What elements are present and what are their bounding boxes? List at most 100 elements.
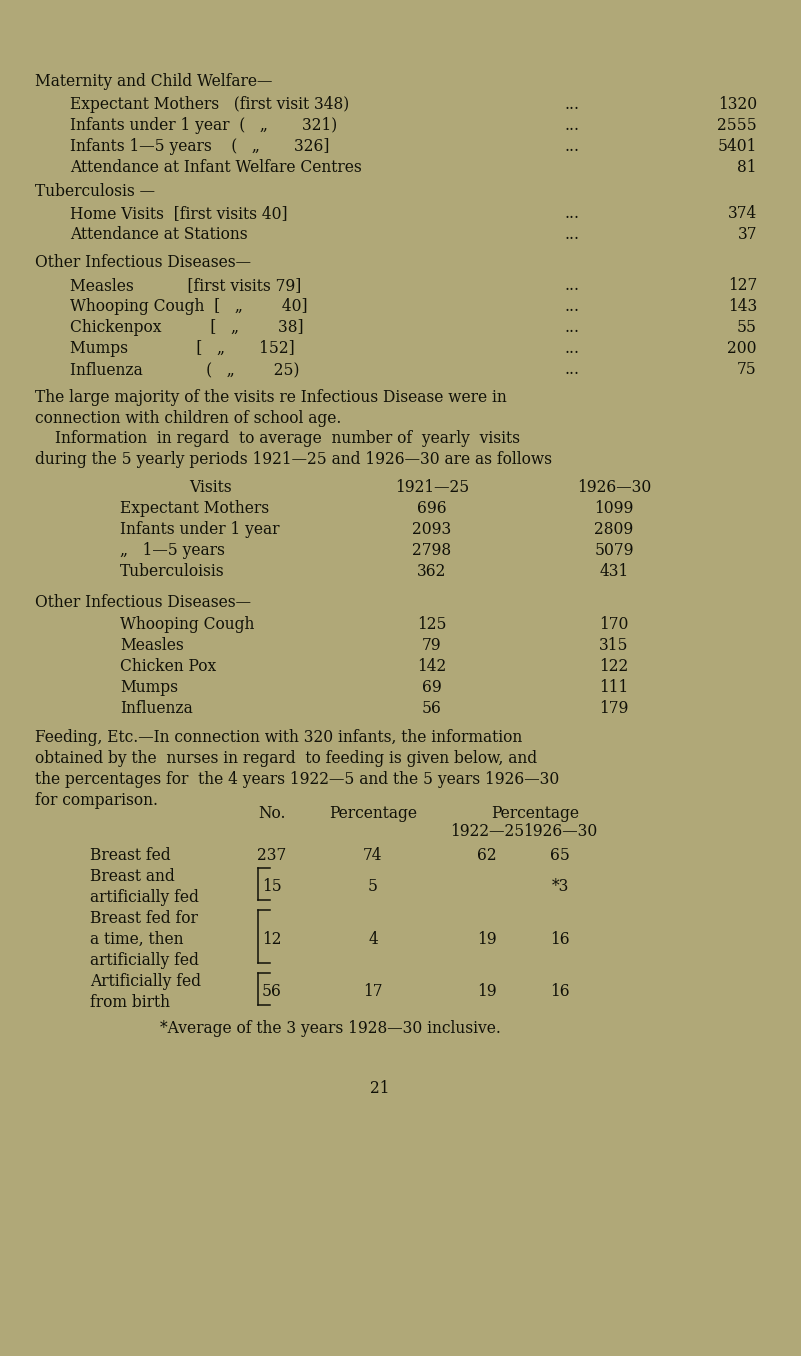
- Text: ...: ...: [565, 205, 580, 222]
- Text: from birth: from birth: [90, 994, 170, 1012]
- Text: Measles           [first visits 79]: Measles [first visits 79]: [70, 277, 301, 294]
- Text: *3: *3: [551, 877, 569, 895]
- Text: Attendance at Stations: Attendance at Stations: [70, 226, 248, 243]
- Text: 55: 55: [737, 319, 757, 336]
- Text: 1926—30: 1926—30: [577, 479, 651, 496]
- Text: ...: ...: [565, 340, 580, 357]
- Text: 5401: 5401: [718, 138, 757, 155]
- Text: during the 5 yearly periods 1921—25 and 1926—30 are as follows: during the 5 yearly periods 1921—25 and …: [35, 452, 552, 468]
- Text: 374: 374: [728, 205, 757, 222]
- Text: 74: 74: [363, 848, 383, 864]
- Text: ...: ...: [565, 96, 580, 113]
- Text: 111: 111: [599, 679, 629, 696]
- Text: 15: 15: [262, 877, 282, 895]
- Text: 2809: 2809: [594, 521, 634, 538]
- Text: 200: 200: [727, 340, 757, 357]
- Text: artificially fed: artificially fed: [90, 890, 199, 906]
- Text: 5: 5: [368, 877, 378, 895]
- Text: Whooping Cough: Whooping Cough: [120, 616, 255, 633]
- Text: Percentage: Percentage: [491, 805, 579, 822]
- Text: Information  in regard  to average  number of  yearly  visits: Information in regard to average number …: [55, 430, 520, 447]
- Text: Other Infectious Diseases—: Other Infectious Diseases—: [35, 594, 251, 612]
- Text: Influenza: Influenza: [120, 700, 193, 717]
- Text: Chicken Pox: Chicken Pox: [120, 658, 216, 675]
- Text: Visits: Visits: [189, 479, 231, 496]
- Text: Breast and: Breast and: [90, 868, 175, 885]
- Text: 65: 65: [550, 848, 570, 864]
- Text: Tuberculoisis: Tuberculoisis: [120, 563, 224, 580]
- Text: Expectant Mothers: Expectant Mothers: [120, 500, 269, 517]
- Text: 56: 56: [262, 983, 282, 999]
- Text: 2093: 2093: [413, 521, 452, 538]
- Text: 237: 237: [257, 848, 287, 864]
- Text: Measles: Measles: [120, 637, 183, 654]
- Text: *Average of the 3 years 1928—30 inclusive.: *Average of the 3 years 1928—30 inclusiv…: [160, 1020, 501, 1037]
- Text: 142: 142: [417, 658, 447, 675]
- Text: 1921—25: 1921—25: [395, 479, 469, 496]
- Text: Infants under 1 year  (   „       321): Infants under 1 year ( „ 321): [70, 117, 337, 134]
- Text: 37: 37: [738, 226, 757, 243]
- Text: ...: ...: [565, 226, 580, 243]
- Text: 4: 4: [368, 932, 378, 948]
- Text: Influenza             (   „        25): Influenza ( „ 25): [70, 361, 300, 378]
- Text: a time, then: a time, then: [90, 932, 183, 948]
- Text: 75: 75: [737, 361, 757, 378]
- Text: 21: 21: [370, 1079, 390, 1097]
- Text: 62: 62: [477, 848, 497, 864]
- Text: 1922—25: 1922—25: [450, 823, 524, 839]
- Text: 19: 19: [477, 983, 497, 999]
- Text: 431: 431: [599, 563, 629, 580]
- Text: Breast fed: Breast fed: [90, 848, 171, 864]
- Text: 16: 16: [550, 983, 570, 999]
- Text: ...: ...: [565, 117, 580, 134]
- Text: connection with children of school age.: connection with children of school age.: [35, 410, 341, 427]
- Text: „   1—5 years: „ 1—5 years: [120, 542, 225, 559]
- Text: the percentages for  the 4 years 1922—5 and the 5 years 1926—30: the percentages for the 4 years 1922—5 a…: [35, 772, 559, 788]
- Text: 1099: 1099: [594, 500, 634, 517]
- Text: Infants under 1 year: Infants under 1 year: [120, 521, 280, 538]
- Text: 315: 315: [599, 637, 629, 654]
- Text: Whooping Cough  [   „        40]: Whooping Cough [ „ 40]: [70, 298, 308, 315]
- Text: ...: ...: [565, 277, 580, 294]
- Text: 122: 122: [599, 658, 629, 675]
- Text: 69: 69: [422, 679, 442, 696]
- Text: Percentage: Percentage: [329, 805, 417, 822]
- Text: obtained by the  nurses in regard  to feeding is given below, and: obtained by the nurses in regard to feed…: [35, 750, 537, 767]
- Text: 19: 19: [477, 932, 497, 948]
- Text: Maternity and Child Welfare—: Maternity and Child Welfare—: [35, 73, 272, 89]
- Text: 125: 125: [417, 616, 447, 633]
- Text: Home Visits  [first visits 40]: Home Visits [first visits 40]: [70, 205, 288, 222]
- Text: 170: 170: [599, 616, 629, 633]
- Text: 696: 696: [417, 500, 447, 517]
- Text: ...: ...: [565, 138, 580, 155]
- Text: 79: 79: [422, 637, 442, 654]
- Text: Attendance at Infant Welfare Centres: Attendance at Infant Welfare Centres: [70, 159, 362, 176]
- Text: 362: 362: [417, 563, 447, 580]
- Text: Infants 1—5 years    (   „       326]: Infants 1—5 years ( „ 326]: [70, 138, 329, 155]
- Text: 2798: 2798: [413, 542, 452, 559]
- Text: Breast fed for: Breast fed for: [90, 910, 198, 928]
- Text: for comparison.: for comparison.: [35, 792, 158, 810]
- Text: 143: 143: [728, 298, 757, 315]
- Text: No.: No.: [258, 805, 286, 822]
- Text: 2555: 2555: [717, 117, 757, 134]
- Text: ...: ...: [565, 319, 580, 336]
- Text: Other Infectious Diseases—: Other Infectious Diseases—: [35, 254, 251, 271]
- Text: 12: 12: [262, 932, 282, 948]
- Text: 81: 81: [738, 159, 757, 176]
- Text: Mumps              [   „       152]: Mumps [ „ 152]: [70, 340, 295, 357]
- Text: 1926—30: 1926—30: [523, 823, 597, 839]
- Text: 179: 179: [599, 700, 629, 717]
- Text: Feeding, Etc.—In connection with 320 infants, the information: Feeding, Etc.—In connection with 320 inf…: [35, 730, 522, 746]
- Text: 56: 56: [422, 700, 442, 717]
- Text: Chickenpox          [   „        38]: Chickenpox [ „ 38]: [70, 319, 304, 336]
- Text: 16: 16: [550, 932, 570, 948]
- Text: 17: 17: [363, 983, 383, 999]
- Text: artificially fed: artificially fed: [90, 952, 199, 970]
- Text: Mumps: Mumps: [120, 679, 178, 696]
- Text: 127: 127: [728, 277, 757, 294]
- Text: ...: ...: [565, 361, 580, 378]
- Text: The large majority of the visits re Infectious Disease were in: The large majority of the visits re Infe…: [35, 389, 507, 405]
- Text: Artificially fed: Artificially fed: [90, 974, 201, 990]
- Text: 1320: 1320: [718, 96, 757, 113]
